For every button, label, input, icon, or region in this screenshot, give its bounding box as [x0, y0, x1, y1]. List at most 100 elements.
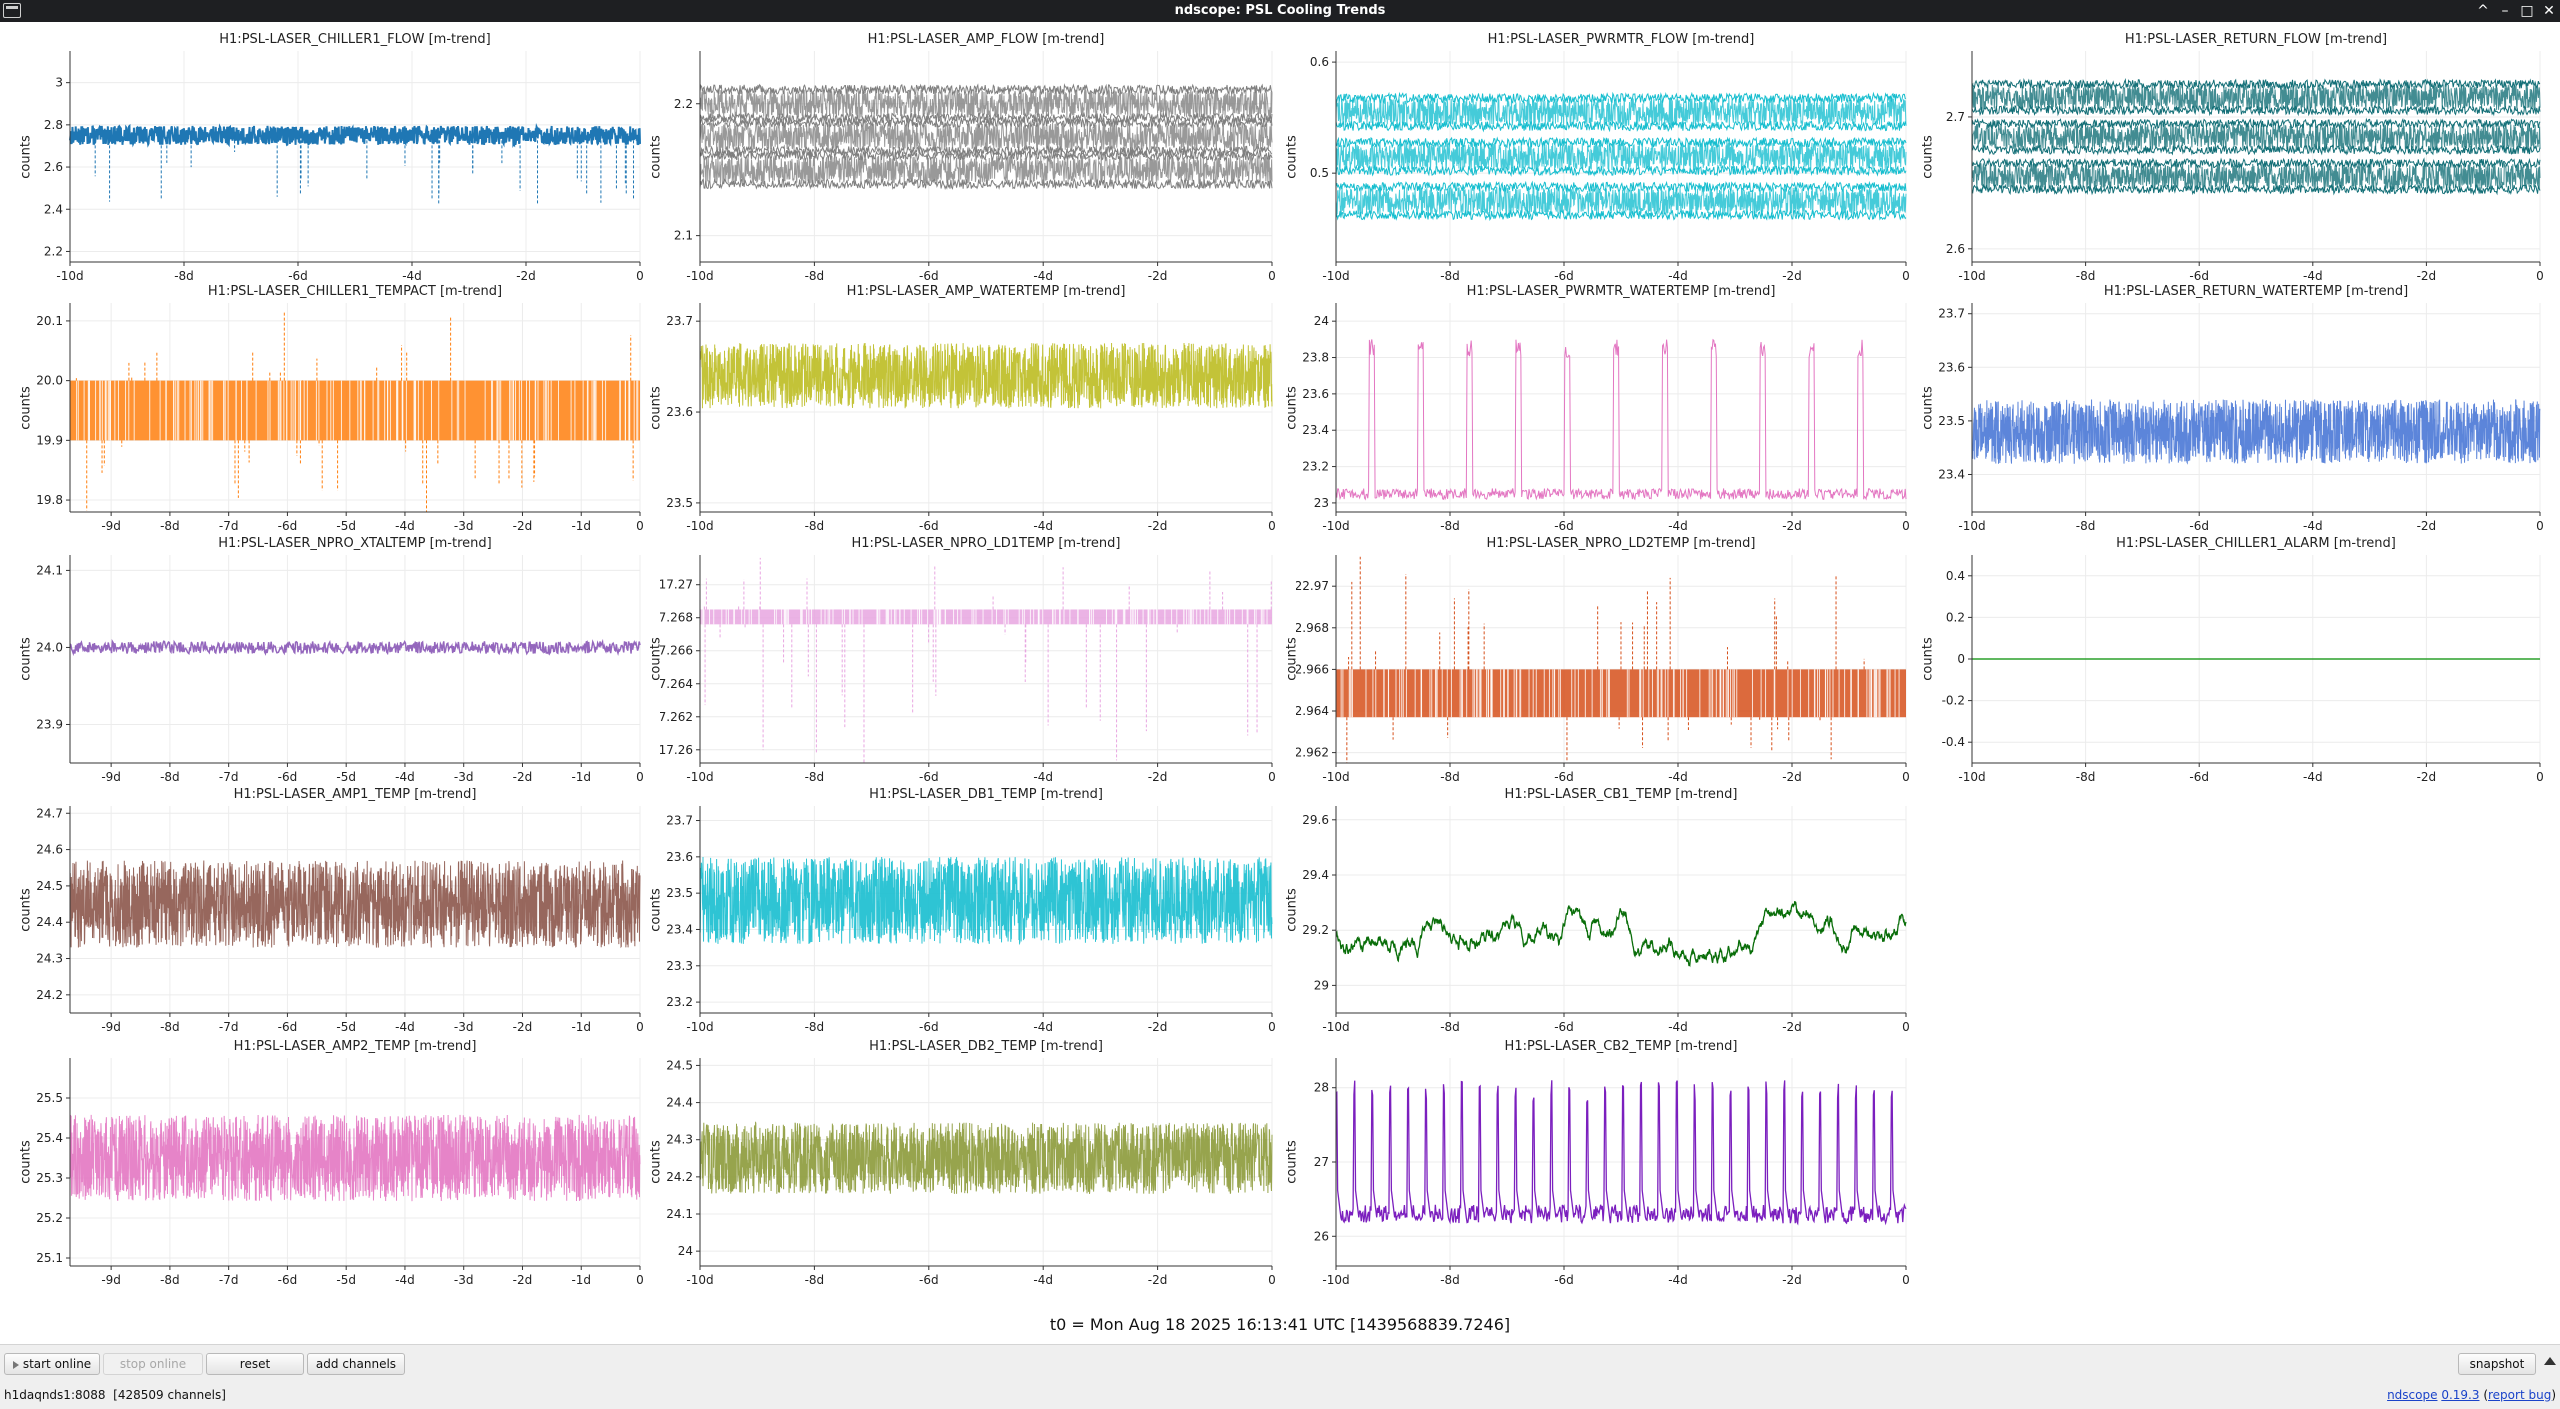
plot-8-chart[interactable]: 23.7 23.6 23.5 23.4 -10d -8d -6d -4d -2d 0: [1932, 303, 2560, 542]
plot-12-chart[interactable]: 0.4 0.2 0 -0.2 -0.4 -10d -8d -6d -4d -2d 0: [1932, 555, 2560, 793]
plot-13-chart[interactable]: 24.7 24.6 24.5 24.4 24.3 24.2 -9d -8d -7d -6d -5d -…: [30, 806, 660, 1043]
snapshot-label: snapshot: [2469, 1357, 2525, 1371]
plot-9-chart[interactable]: 24.1 24.0 23.9 -9d -8d -7d -6d -5d -4d -3d -2d -1d 0: [30, 555, 660, 793]
plot-10-xtick: -8d: [805, 770, 825, 784]
plot-5-ytick: 20.1: [36, 314, 63, 328]
plot-17-title: H1:PSL-LASER_AMP2_TEMP [m-trend]: [233, 1039, 477, 1054]
plot-5-title: H1:PSL-LASER_CHILLER1_TEMPACT [m-trend]: [207, 284, 503, 299]
plot-6-xtick: -2d: [1148, 519, 1168, 533]
start-online-button[interactable]: start online: [4, 1353, 100, 1375]
plot-13-xtick: -9d: [101, 1020, 121, 1034]
add-channels-button[interactable]: add channels: [307, 1353, 405, 1375]
start-online-label: start online: [22, 1357, 92, 1371]
version-info: ndscope 0.19.3 (report bug): [2387, 1388, 2556, 1402]
plot-6-ytick: 23.5: [666, 496, 693, 510]
plot-5-xtick: -9d: [101, 519, 121, 533]
close-button[interactable]: ✕: [2543, 3, 2555, 19]
plot-6-chart[interactable]: 23.7 23.6 23.5 -10d -8d -6d -4d -2d 0: [660, 303, 1292, 542]
plot-9-title: H1:PSL-LASER_NPRO_XTALTEMP [m-trend]: [218, 536, 492, 551]
plot-4-xtick: -4d: [2303, 269, 2323, 283]
plot-2-xtick: -2d: [1148, 269, 1168, 283]
plot-14-ytick: 23.2: [666, 995, 693, 1009]
plot-5-xtick: -3d: [454, 519, 474, 533]
plot-15-chart[interactable]: 29.6 29.4 29.2 29 -10d -8d -6d -4d -2d 0: [1296, 806, 1926, 1043]
plot-11-ytick: 22.964: [1296, 704, 1329, 718]
plot-7-ytick: 23.4: [1302, 423, 1329, 437]
plot-2-xtick: -4d: [1033, 269, 1053, 283]
plot-1-ytick: 2.6: [44, 160, 63, 174]
ndscope-link[interactable]: ndscope: [2387, 1388, 2438, 1402]
snapshot-button[interactable]: snapshot: [2458, 1353, 2536, 1375]
plot-19-chart[interactable]: 28 27 26 -10d -8d -6d -4d -2d 0: [1296, 1058, 1926, 1296]
plot-19-xtick: -2d: [1782, 1273, 1802, 1287]
stop-online-button[interactable]: stop online: [103, 1353, 203, 1375]
plot-2-xtick: -6d: [919, 269, 939, 283]
plot-11-chart[interactable]: 22.97 22.968 22.966 22.964 22.962 -10d -8d -6d -…: [1296, 555, 1926, 793]
report-bug-link[interactable]: report bug: [2488, 1388, 2552, 1402]
plot-17-xtick: -3d: [454, 1273, 474, 1287]
plot-12-xtick: -6d: [2189, 770, 2209, 784]
plot-19-trace: [1335, 1080, 1907, 1226]
plot-18-xtick: 0: [1268, 1273, 1276, 1287]
plot-15-ytick: 29.6: [1302, 813, 1329, 827]
plot-5-xtick: -5d: [336, 519, 356, 533]
stop-online-label: stop online: [119, 1357, 187, 1371]
reset-button[interactable]: reset: [206, 1353, 304, 1375]
plot-8-xtick: -10d: [1958, 519, 1985, 533]
plot-7-ytick: 23.6: [1302, 387, 1329, 401]
plot-2-chart[interactable]: 2.2 2.1 -10d -8d -6d -4d -2d 0: [660, 51, 1292, 292]
plot-18-xtick: -6d: [919, 1273, 939, 1287]
plot-14-chart[interactable]: 23.7 23.6 23.5 23.4 23.3 23.2 -10d -8d -6d -4d -2d…: [660, 806, 1292, 1043]
plot-10-xtick: -4d: [1033, 770, 1053, 784]
keep-above-button[interactable]: ^: [2477, 3, 2489, 19]
plot-7-ytick: 23.2: [1302, 460, 1329, 474]
plot-18-title: H1:PSL-LASER_DB2_TEMP [m-trend]: [869, 1039, 1103, 1054]
plot-grid: H1:PSL-LASER_CHILLER1_FLOW [m-trend] coun…: [0, 22, 2560, 1344]
server-address: h1daqnds1:8088: [4, 1388, 106, 1402]
plot-9-xtick: 0: [636, 770, 644, 784]
plot-4-chart[interactable]: 2.7 2.6 -10d -8d -6d -4d -2d 0: [1932, 51, 2560, 292]
plot-4-xtick: -2d: [2417, 269, 2437, 283]
plot-17-ytick: 25.3: [36, 1171, 63, 1185]
plot-18-xtick: -8d: [805, 1273, 825, 1287]
plot-13-xtick: -4d: [395, 1020, 415, 1034]
plot-7-chart[interactable]: 24 23.8 23.6 23.4 23.2 23 -10d -8d -6d -4d -2d 0: [1296, 303, 1926, 542]
plot-5-chart[interactable]: 20.1 20.0 19.9 19.8 -9d -8d -7d -6d -5d -4d -3d -2d…: [30, 303, 660, 542]
plot-6-xtick: -10d: [686, 519, 713, 533]
plot-8-ytick: 23.4: [1938, 467, 1965, 481]
plot-6-xtick: -6d: [919, 519, 939, 533]
minimize-button[interactable]: –: [2501, 3, 2509, 19]
plot-10-chart[interactable]: 17.27 17.268 17.266 17.264 17.262 17.26 -10d -8…: [660, 555, 1292, 793]
plot-1-ytick: 2.8: [44, 118, 63, 132]
plot-12-ytick: 0.4: [1946, 569, 1965, 583]
plot-14-xtick: -2d: [1148, 1020, 1168, 1034]
plot-5-ytick: 19.8: [36, 493, 63, 507]
plot-17-chart[interactable]: 25.5 25.4 25.3 25.2 25.1 -9d -8d -7d -6d -5d -4d -3…: [30, 1058, 660, 1296]
plot-1-xtick: -2d: [516, 269, 536, 283]
plot-18-chart[interactable]: 24.5 24.4 24.3 24.2 24.1 24 -10d -8d -6d -4d -2d 0: [660, 1058, 1292, 1296]
plot-3-chart[interactable]: 0.6 0.5 -10d -8d -6d -4d -2d 0: [1296, 51, 1926, 292]
maximize-button[interactable]: □: [2520, 3, 2534, 19]
plot-9-trace: [69, 638, 641, 657]
version-link[interactable]: 0.19.3: [2441, 1388, 2480, 1402]
plot-19-xtick: -10d: [1322, 1273, 1349, 1287]
plot-9-ytick: 24.0: [36, 640, 63, 654]
app-icon[interactable]: [3, 3, 21, 18]
plot-2-title: H1:PSL-LASER_AMP_FLOW [m-trend]: [867, 32, 1105, 47]
plot-14-ytick: 23.7: [666, 814, 693, 828]
plot-17-xtick: -7d: [219, 1273, 239, 1287]
plot-9-xtick: -5d: [336, 770, 356, 784]
plot-9-xtick: -3d: [454, 770, 474, 784]
plot-13-xtick: -5d: [336, 1020, 356, 1034]
plot-15-xtick: -10d: [1322, 1020, 1349, 1034]
plot-4-xtick: -10d: [1958, 269, 1985, 283]
expand-up-icon[interactable]: [2544, 1357, 2556, 1365]
plot-1-chart[interactable]: 3 2.8 2.6 2.4 2.2 -10d -8d -6d -4d -2d 0: [30, 51, 660, 292]
plot-19-ytick: 28: [1314, 1081, 1329, 1095]
plot-4-ytick: 2.6: [1946, 242, 1965, 256]
plot-1-ytick: 2.2: [44, 244, 63, 258]
plot-14-title: H1:PSL-LASER_DB1_TEMP [m-trend]: [869, 787, 1103, 802]
plot-9-xtick: -9d: [101, 770, 121, 784]
plot-9-xtick: -8d: [160, 770, 180, 784]
plot-18-ytick: 24.1: [666, 1207, 693, 1221]
